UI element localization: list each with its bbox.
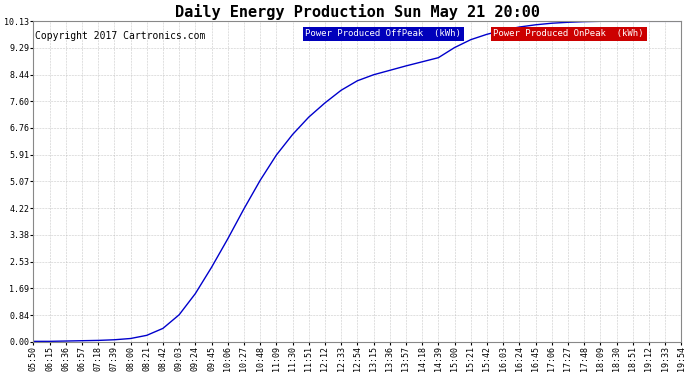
Text: Power Produced OnPeak  (kWh): Power Produced OnPeak (kWh) [493, 29, 644, 38]
Text: Power Produced OffPeak  (kWh): Power Produced OffPeak (kWh) [306, 29, 462, 38]
Text: Copyright 2017 Cartronics.com: Copyright 2017 Cartronics.com [34, 31, 205, 41]
Title: Daily Energy Production Sun May 21 20:00: Daily Energy Production Sun May 21 20:00 [175, 4, 540, 20]
